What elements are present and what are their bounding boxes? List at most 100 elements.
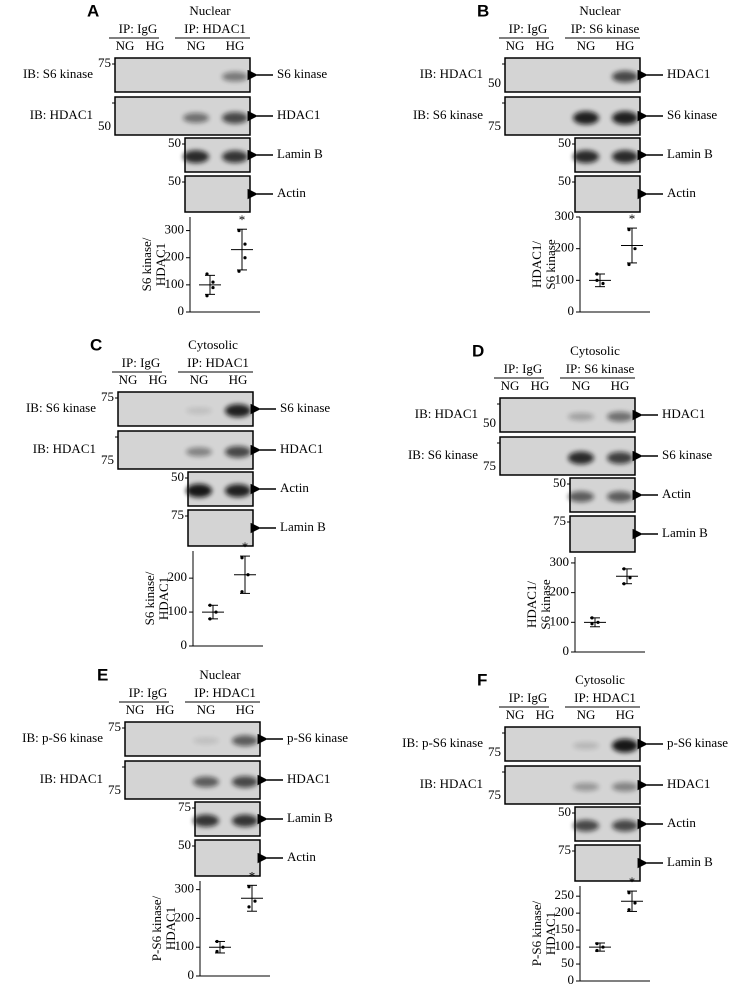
data-point	[628, 576, 632, 580]
data-point	[627, 891, 631, 895]
target-label: Actin	[667, 815, 696, 830]
ib-label: IB: HDAC1	[415, 406, 478, 421]
lane-label: HG	[236, 702, 255, 717]
data-point	[627, 262, 631, 267]
y-axis-label-line: HDAC1	[163, 907, 178, 950]
y-tick-label: 300	[165, 222, 185, 237]
target-label: Actin	[287, 849, 316, 864]
ib-label: IB: p-S6 kinase	[22, 730, 103, 745]
ib-label: IB: HDAC1	[40, 771, 103, 786]
ib-label: IB: S6 kinase	[408, 447, 478, 462]
target-label: S6 kinase	[667, 107, 717, 122]
lane-label: NG	[577, 38, 596, 53]
target-label: S6 kinase	[277, 66, 327, 81]
mw-marker: 50	[483, 415, 496, 430]
mw-marker: 75	[488, 787, 501, 802]
y-tick-label: 0	[181, 637, 188, 652]
mw-marker: 75	[101, 452, 114, 467]
y-tick-label: 200	[555, 240, 575, 255]
lane-label: HG	[611, 378, 630, 393]
data-point	[237, 269, 241, 273]
mw-marker: 50	[178, 837, 191, 852]
lane-label: NG	[197, 702, 216, 717]
dot-plot: 0 100 200 300 HDAC1/S6 kinase *	[529, 208, 650, 318]
target-label: p-S6 kinase	[667, 735, 728, 750]
ip-label: IP: S6 kinase	[566, 361, 635, 376]
fraction-title: Cytosolic	[570, 343, 620, 358]
ip-label: IP: HDAC1	[187, 355, 249, 370]
lane-label: HG	[536, 38, 555, 53]
y-axis-label-line: S6 kinase	[538, 579, 553, 629]
mw-marker: 75	[488, 744, 501, 759]
y-tick-label: 300	[175, 881, 195, 896]
y-axis-label-line: S6 kinase/	[142, 571, 157, 625]
y-tick-label: 150	[555, 921, 575, 936]
y-tick-label: 0	[188, 967, 195, 982]
ib-label: IB: HDAC1	[420, 66, 483, 81]
mw-marker: 75	[108, 782, 121, 797]
band	[232, 776, 258, 788]
blot	[574, 844, 641, 882]
blot	[569, 515, 636, 553]
lane-label: NG	[126, 702, 145, 717]
band	[186, 407, 212, 415]
band	[183, 150, 209, 164]
ib-label: IB: S6 kinase	[26, 400, 96, 415]
y-tick-label: 100	[550, 613, 570, 628]
mw-marker: 75	[98, 55, 111, 70]
data-point	[253, 899, 257, 903]
ip-label: IP: IgG	[119, 21, 158, 36]
y-axis-label-line: P-S6 kinase/	[529, 900, 544, 966]
significance-mark: *	[629, 211, 636, 226]
y-axis-label-line: S6 kinase/	[139, 237, 154, 291]
ip-label: IP: HDAC1	[184, 21, 246, 36]
y-axis-label: S6 kinase/HDAC1	[142, 571, 171, 625]
fraction-title: Nuclear	[199, 667, 241, 682]
target-label: HDAC1	[667, 66, 710, 81]
ip-label: IP: IgG	[122, 355, 161, 370]
y-tick-label: 0	[563, 643, 570, 658]
mw-marker: 75	[553, 513, 566, 528]
target-label: Lamin B	[287, 810, 333, 825]
panel-letter: F	[477, 670, 487, 689]
ib-label: IB: S6 kinase	[23, 66, 93, 81]
y-tick-label: 200	[175, 909, 195, 924]
panel-letter: B	[477, 1, 489, 20]
blot	[194, 839, 261, 877]
data-point	[205, 272, 209, 276]
y-tick-label: 100	[168, 603, 188, 618]
data-point	[627, 908, 631, 912]
y-tick-label: 200	[165, 249, 185, 264]
lane-label: NG	[119, 372, 138, 387]
y-tick-label: 50	[561, 955, 574, 970]
data-point	[243, 256, 247, 260]
lane-label: NG	[506, 707, 525, 722]
panel: E Nuclear IP: IgG IP: HDAC1 NG HG NG HG 75 IB: p-…	[22, 665, 348, 877]
band	[607, 411, 633, 422]
band	[612, 782, 638, 792]
target-label: Lamin B	[662, 525, 708, 540]
y-tick-label: 100	[555, 938, 575, 953]
significance-mark: *	[239, 212, 246, 227]
blot	[187, 509, 254, 547]
target-label: S6 kinase	[280, 400, 330, 415]
lane-label: NG	[116, 38, 135, 53]
ib-label: IB: HDAC1	[420, 776, 483, 791]
ib-label: IB: HDAC1	[30, 107, 93, 122]
band	[573, 111, 599, 125]
ib-label: IB: S6 kinase	[413, 107, 483, 122]
lane-label: HG	[229, 372, 248, 387]
target-label: Lamin B	[280, 519, 326, 534]
target-label: HDAC1	[280, 441, 323, 456]
y-axis-label: S6 kinase/HDAC1	[139, 237, 168, 291]
blot	[184, 175, 251, 213]
band	[232, 814, 258, 827]
target-label: HDAC1	[667, 776, 710, 791]
lane-label: HG	[146, 38, 165, 53]
band	[222, 150, 248, 163]
y-tick-label: 100	[555, 271, 575, 286]
y-tick-label: 250	[555, 887, 575, 902]
